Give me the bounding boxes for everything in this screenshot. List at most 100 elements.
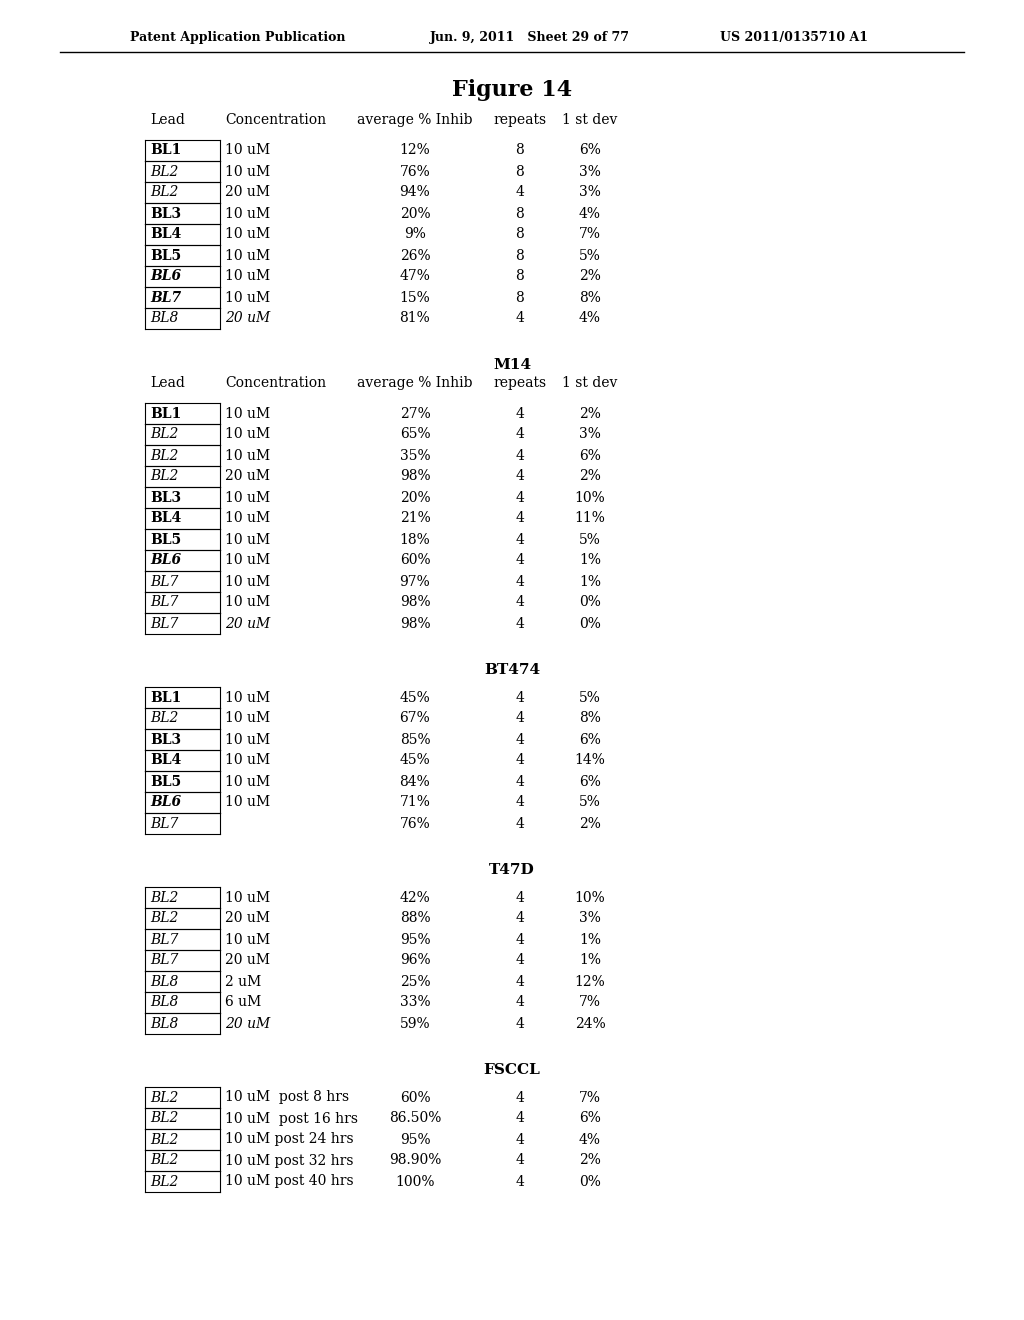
Text: repeats: repeats (494, 114, 547, 127)
Text: 95%: 95% (399, 1133, 430, 1147)
Text: BL8: BL8 (150, 1016, 178, 1031)
Text: BL7: BL7 (150, 817, 178, 830)
Text: BL8: BL8 (150, 974, 178, 989)
Text: 2%: 2% (579, 817, 601, 830)
Text: 10 uM: 10 uM (225, 595, 270, 610)
Text: 4: 4 (515, 1175, 524, 1188)
Text: 35%: 35% (399, 449, 430, 462)
Text: 4: 4 (515, 1133, 524, 1147)
Text: BL8: BL8 (150, 312, 178, 326)
Text: BL7: BL7 (150, 932, 178, 946)
Text: BL2: BL2 (150, 711, 178, 726)
Text: 95%: 95% (399, 932, 430, 946)
Text: Jun. 9, 2011   Sheet 29 of 77: Jun. 9, 2011 Sheet 29 of 77 (430, 32, 630, 45)
Text: 98%: 98% (399, 470, 430, 483)
Text: 0%: 0% (579, 1175, 601, 1188)
Text: 12%: 12% (574, 974, 605, 989)
Text: 4: 4 (515, 553, 524, 568)
Text: BL6: BL6 (150, 796, 181, 809)
Text: 8: 8 (516, 227, 524, 242)
Text: BL2: BL2 (150, 449, 178, 462)
Text: 2%: 2% (579, 269, 601, 284)
Text: 4: 4 (515, 312, 524, 326)
Text: 10 uM: 10 uM (225, 206, 270, 220)
Text: 0%: 0% (579, 595, 601, 610)
Text: 60%: 60% (399, 1090, 430, 1105)
Text: 4: 4 (515, 449, 524, 462)
Text: 4: 4 (515, 1090, 524, 1105)
Text: 76%: 76% (399, 165, 430, 178)
Text: 10 uM: 10 uM (225, 248, 270, 263)
Text: BL7: BL7 (150, 616, 178, 631)
Text: BL2: BL2 (150, 1111, 178, 1126)
Text: US 2011/0135710 A1: US 2011/0135710 A1 (720, 32, 868, 45)
Text: FSCCL: FSCCL (483, 1063, 541, 1077)
Text: 6%: 6% (579, 775, 601, 788)
Text: BL3: BL3 (150, 206, 181, 220)
Text: 8: 8 (516, 290, 524, 305)
Text: 10 uM: 10 uM (225, 932, 270, 946)
Text: 4: 4 (515, 574, 524, 589)
Text: 7%: 7% (579, 227, 601, 242)
Text: 10 uM: 10 uM (225, 491, 270, 504)
Text: BL2: BL2 (150, 428, 178, 441)
Text: 10 uM  post 8 hrs: 10 uM post 8 hrs (225, 1090, 349, 1105)
Text: 4%: 4% (579, 1133, 601, 1147)
Text: BL8: BL8 (150, 995, 178, 1010)
Text: 10 uM: 10 uM (225, 428, 270, 441)
Text: BL2: BL2 (150, 1175, 178, 1188)
Text: 4: 4 (515, 511, 524, 525)
Text: 86.50%: 86.50% (389, 1111, 441, 1126)
Text: 6%: 6% (579, 449, 601, 462)
Text: BL7: BL7 (150, 595, 178, 610)
Text: 76%: 76% (399, 817, 430, 830)
Text: 1%: 1% (579, 953, 601, 968)
Text: 10 uM: 10 uM (225, 407, 270, 421)
Text: BL4: BL4 (150, 511, 181, 525)
Text: 20 uM: 20 uM (225, 953, 270, 968)
Text: 20 uM: 20 uM (225, 186, 270, 199)
Text: 20 uM: 20 uM (225, 616, 270, 631)
Text: 20 uM: 20 uM (225, 470, 270, 483)
Text: 20 uM: 20 uM (225, 912, 270, 925)
Text: BT474: BT474 (484, 663, 540, 677)
Text: 4: 4 (515, 932, 524, 946)
Text: 4: 4 (515, 974, 524, 989)
Text: Lead: Lead (150, 114, 185, 127)
Text: 11%: 11% (574, 511, 605, 525)
Text: BL3: BL3 (150, 491, 181, 504)
Text: 4: 4 (515, 953, 524, 968)
Text: BL7: BL7 (150, 574, 178, 589)
Text: 10%: 10% (574, 891, 605, 904)
Text: average % Inhib: average % Inhib (357, 376, 473, 389)
Text: 10 uM: 10 uM (225, 711, 270, 726)
Text: 10 uM: 10 uM (225, 144, 270, 157)
Text: 94%: 94% (399, 186, 430, 199)
Text: Concentration: Concentration (225, 114, 326, 127)
Text: repeats: repeats (494, 376, 547, 389)
Text: 4: 4 (515, 891, 524, 904)
Text: BL5: BL5 (150, 248, 181, 263)
Text: 10 uM: 10 uM (225, 733, 270, 747)
Text: 10 uM: 10 uM (225, 796, 270, 809)
Text: Concentration: Concentration (225, 376, 326, 389)
Text: 3%: 3% (579, 165, 601, 178)
Text: average % Inhib: average % Inhib (357, 114, 473, 127)
Text: 4: 4 (515, 407, 524, 421)
Text: 20 uM: 20 uM (225, 312, 270, 326)
Text: 65%: 65% (399, 428, 430, 441)
Text: 4: 4 (515, 491, 524, 504)
Text: 4: 4 (515, 733, 524, 747)
Text: 4: 4 (515, 796, 524, 809)
Text: BL2: BL2 (150, 1090, 178, 1105)
Text: BL2: BL2 (150, 165, 178, 178)
Text: 4: 4 (515, 1111, 524, 1126)
Text: BL2: BL2 (150, 186, 178, 199)
Text: BL4: BL4 (150, 754, 181, 767)
Text: 59%: 59% (399, 1016, 430, 1031)
Text: 6%: 6% (579, 144, 601, 157)
Text: 4: 4 (515, 995, 524, 1010)
Text: 96%: 96% (399, 953, 430, 968)
Text: BL2: BL2 (150, 470, 178, 483)
Text: Patent Application Publication: Patent Application Publication (130, 32, 345, 45)
